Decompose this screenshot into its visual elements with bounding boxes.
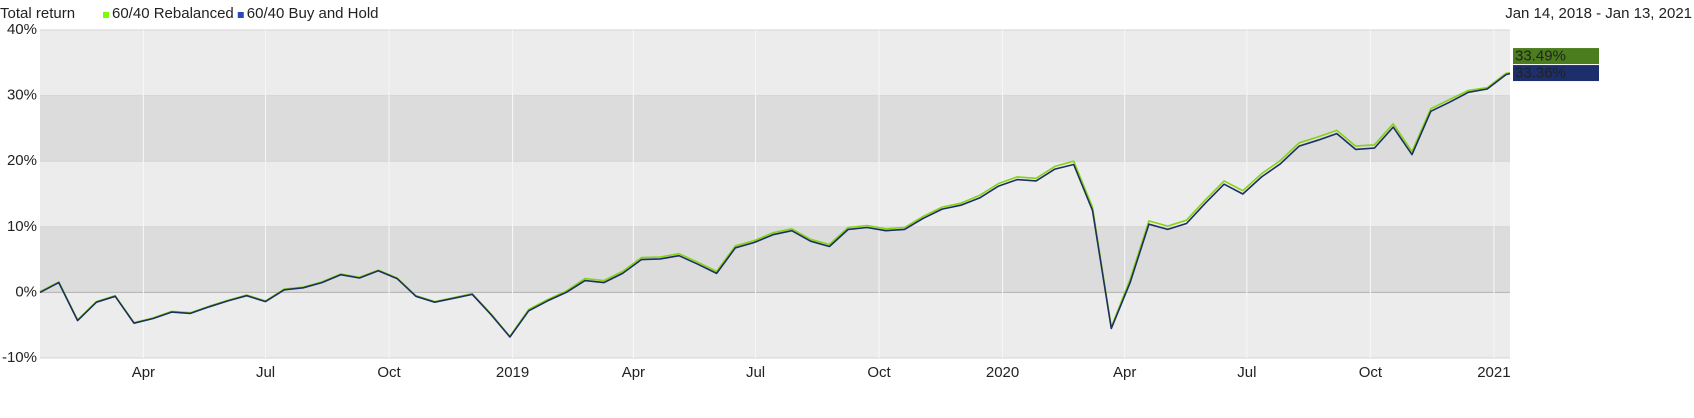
end-label-box [1513,65,1599,82]
end-label: 33.36% [1515,65,1566,82]
legend-label[interactable]: 60/40 Rebalanced [112,5,234,22]
grid-band [40,226,1510,293]
y-tick-label: -10% [2,349,37,366]
grid-band [40,292,1510,358]
legend-swatch [103,12,109,18]
y-tick-label: 40% [7,21,37,38]
x-tick-label: Apr [1113,364,1136,381]
x-tick-label: Apr [622,364,645,381]
y-tick-label: 30% [7,87,37,104]
x-tick-label: Jul [746,364,765,381]
end-label: 33.49% [1515,48,1566,65]
chart-title: Total return [0,5,75,22]
x-tick-label: Jul [256,364,275,381]
y-tick-label: 0% [15,283,37,300]
legend-swatch [237,12,244,18]
x-tick-label: Oct [1359,364,1383,381]
x-tick-label: 2020 [986,364,1019,381]
x-tick-label: 2021 [1477,364,1510,381]
y-tick-label: 10% [7,218,37,235]
grid-band [40,30,1510,96]
series-line [39,72,1511,338]
x-tick-label: 2019 [496,364,529,381]
x-tick-label: Oct [867,364,891,381]
y-tick-label: 20% [7,152,37,169]
legend-label[interactable]: 60/40 Buy and Hold [247,5,379,22]
date-range: Jan 14, 2018 - Jan 13, 2021 [1505,5,1692,22]
grid-band [40,161,1510,227]
end-label-box [1513,48,1599,65]
x-tick-label: Oct [377,364,401,381]
grid-band [40,95,1510,162]
x-tick-label: Apr [132,364,155,381]
x-tick-label: Jul [1237,364,1256,381]
